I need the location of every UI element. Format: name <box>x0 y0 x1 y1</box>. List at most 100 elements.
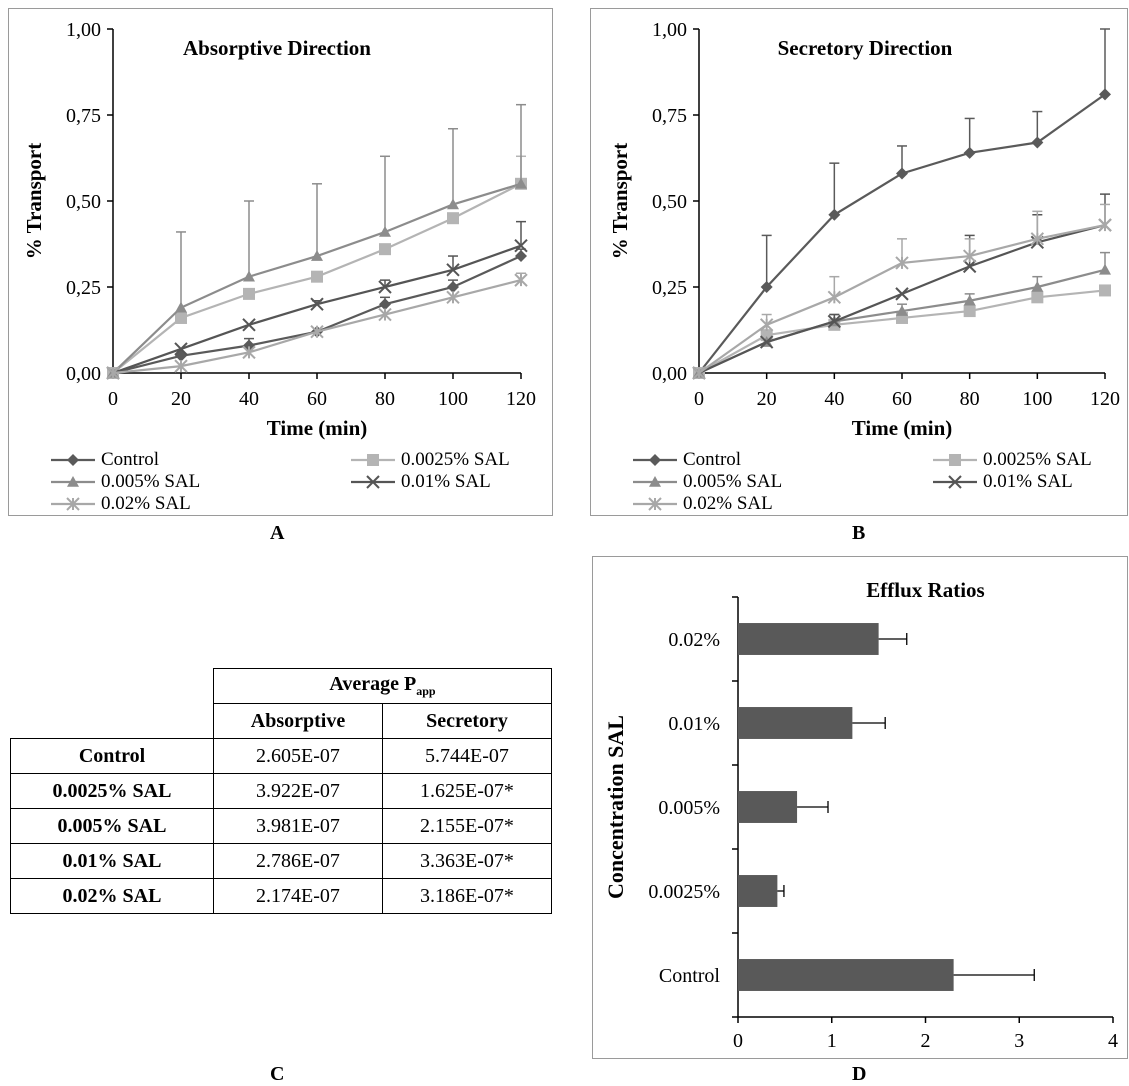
y-tick-label: 1,00 <box>66 19 101 41</box>
data-point <box>962 249 977 263</box>
legend-marker <box>648 497 662 511</box>
chart-title: Efflux Ratios <box>866 578 984 602</box>
x-tick-label: 0 <box>733 1030 743 1052</box>
data-point <box>896 167 908 180</box>
x-tick-label: 120 <box>506 388 536 410</box>
data-point <box>243 287 255 300</box>
series-2 <box>107 103 527 378</box>
panel-label-c: C <box>270 1063 285 1085</box>
data-point <box>311 270 323 283</box>
legend-label: 0.01% SAL <box>401 471 491 492</box>
y-tick-label: 0,00 <box>652 363 687 385</box>
y-tick-label: 0,50 <box>652 191 687 213</box>
data-point <box>378 307 392 322</box>
legend-marker <box>649 454 661 466</box>
series-4 <box>106 272 528 380</box>
legend-label: 0.0025% SAL <box>401 449 510 470</box>
table-cell: 3.363E-07* <box>382 843 552 879</box>
x-axis-title: Time (min) <box>852 416 953 440</box>
legend-label: Control <box>683 449 742 470</box>
series-line <box>698 289 1106 374</box>
legend-marker <box>67 476 79 487</box>
legend-swatch <box>51 476 95 487</box>
data-point-stroke <box>514 239 528 253</box>
x-tick-label: 4 <box>1108 1030 1118 1052</box>
x-tick-label: 3 <box>1014 1030 1024 1052</box>
table-corner <box>11 704 214 739</box>
legend-swatch <box>51 454 95 466</box>
legend-swatch <box>933 475 977 489</box>
series-2 <box>693 251 1111 378</box>
absorptive-chart-svg: 0,00 0,25 0,50 0,75 1,00 0 20 40 60 80 100 120 Absor… <box>22 19 536 440</box>
legend-marker <box>66 497 80 511</box>
table-cell: 1.625E-07* <box>382 773 552 809</box>
data-point <box>174 342 188 356</box>
x-tick-label: 100 <box>1022 388 1052 410</box>
data-point <box>446 290 460 305</box>
legend-marker <box>949 454 961 466</box>
data-point <box>310 325 324 339</box>
table-col-header-absorptive: Absorptive <box>213 703 383 739</box>
y-axis-title: % Transport <box>608 143 632 259</box>
data-point <box>1030 232 1045 246</box>
data-point <box>106 366 120 380</box>
legend-swatch <box>351 454 395 466</box>
table-cell: 2.174E-07 <box>213 878 383 914</box>
data-point <box>1031 136 1044 149</box>
legend-swatch <box>51 497 95 511</box>
legend-label: Control <box>101 449 160 470</box>
data-point-stroke <box>378 280 392 294</box>
y-axis-title: % Transport <box>22 143 46 259</box>
data-point <box>175 349 187 362</box>
table-row-label: Control <box>10 738 214 774</box>
secretory-chart-svg: 0,00 0,25 0,50 0,75 1,00 0 20 40 60 80 100 120 Secre… <box>608 19 1120 440</box>
data-point-stroke <box>759 335 774 349</box>
legend-item: Control <box>49 449 159 471</box>
y-tick-label: 0,00 <box>66 363 101 385</box>
table-cell: 3.981E-07 <box>213 808 383 844</box>
data-point <box>379 243 391 256</box>
legend-item: 0.0025% SAL <box>931 449 1092 471</box>
y-tick-label: 0,25 <box>66 277 101 299</box>
legend-label: 0.005% SAL <box>683 471 783 492</box>
legend-item: 0.005% SAL <box>631 471 782 493</box>
y-tick-label: 0,50 <box>66 191 101 213</box>
data-point-stroke <box>962 259 977 274</box>
legend-label: 0.02% SAL <box>101 493 191 514</box>
x-tick-label: 100 <box>438 388 468 410</box>
bar <box>738 959 954 991</box>
table-col-header-secretory: Secretory <box>382 703 552 739</box>
data-point <box>243 270 255 282</box>
x-tick-label: 60 <box>892 388 912 410</box>
data-point <box>175 311 187 324</box>
data-point <box>1098 218 1112 232</box>
data-point <box>1099 284 1111 297</box>
data-point <box>962 259 977 274</box>
data-point <box>174 359 188 373</box>
series-0 <box>693 28 1111 379</box>
data-point <box>1099 263 1111 275</box>
data-point <box>379 298 391 311</box>
table-cell: 5.744E-07 <box>382 738 552 774</box>
category-label: 0.02% <box>668 629 720 651</box>
legend-item: 0.01% SAL <box>349 471 491 493</box>
legend-item: 0.01% SAL <box>931 471 1073 493</box>
chart-panel-absorptive: 0,00 0,25 0,50 0,75 1,00 0 20 40 60 80 100 120 Absor… <box>8 8 553 516</box>
data-point <box>896 305 908 316</box>
data-point <box>963 294 976 306</box>
data-point-stroke <box>446 263 460 277</box>
legend-marker <box>366 475 380 489</box>
data-point <box>242 345 256 360</box>
table-cell: 2.155E-07* <box>382 808 552 844</box>
legend-swatch <box>633 497 677 511</box>
x-tick-label: 60 <box>307 388 327 410</box>
legend-swatch <box>633 454 677 466</box>
legend-marker <box>649 476 661 487</box>
legend-marker-stroke <box>366 475 380 489</box>
table-row: 0.005% SAL 3.981E-07 2.155E-07* <box>10 808 552 844</box>
table-cell: 3.186E-07* <box>382 878 552 914</box>
chart-title: Absorptive Direction <box>183 36 371 60</box>
data-point <box>759 318 774 332</box>
data-point <box>828 208 841 221</box>
legend-item: 0.02% SAL <box>49 493 191 515</box>
